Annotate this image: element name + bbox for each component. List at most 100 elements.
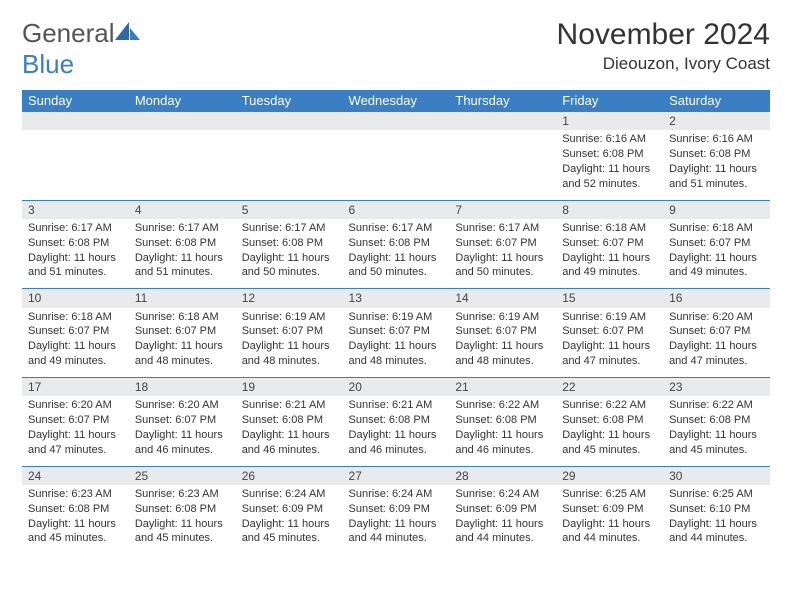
daylight-text: Daylight: 11 hours and 46 minutes. [242, 428, 337, 458]
day-info-cell: Sunrise: 6:18 AMSunset: 6:07 PMDaylight:… [663, 219, 770, 289]
day-number-cell: 20 [343, 378, 450, 397]
daylight-text: Daylight: 11 hours and 45 minutes. [28, 517, 123, 547]
day-info-cell: Sunrise: 6:16 AMSunset: 6:08 PMDaylight:… [663, 130, 770, 200]
day-number-cell: 15 [556, 289, 663, 308]
day-number-cell: 26 [236, 466, 343, 485]
daylight-text: Daylight: 11 hours and 52 minutes. [562, 162, 657, 192]
daylight-text: Daylight: 11 hours and 46 minutes. [455, 428, 550, 458]
sunrise-text: Sunrise: 6:17 AM [242, 221, 337, 236]
day-number-cell: 21 [449, 378, 556, 397]
daynum-row: 24252627282930 [22, 466, 770, 485]
day-info-cell: Sunrise: 6:19 AMSunset: 6:07 PMDaylight:… [556, 308, 663, 378]
day-info-cell: Sunrise: 6:20 AMSunset: 6:07 PMDaylight:… [663, 308, 770, 378]
daylight-text: Daylight: 11 hours and 45 minutes. [669, 428, 764, 458]
daylight-text: Daylight: 11 hours and 50 minutes. [242, 251, 337, 281]
daylight-text: Daylight: 11 hours and 49 minutes. [28, 339, 123, 369]
day-number-cell [449, 112, 556, 131]
day-number-cell: 12 [236, 289, 343, 308]
sunset-text: Sunset: 6:08 PM [135, 502, 230, 517]
day-info-cell: Sunrise: 6:20 AMSunset: 6:07 PMDaylight:… [22, 396, 129, 466]
sunset-text: Sunset: 6:08 PM [242, 236, 337, 251]
daylight-text: Daylight: 11 hours and 46 minutes. [135, 428, 230, 458]
day-info-cell: Sunrise: 6:19 AMSunset: 6:07 PMDaylight:… [236, 308, 343, 378]
day-info-cell: Sunrise: 6:24 AMSunset: 6:09 PMDaylight:… [343, 485, 450, 555]
sunset-text: Sunset: 6:07 PM [562, 236, 657, 251]
day-info-cell: Sunrise: 6:17 AMSunset: 6:08 PMDaylight:… [343, 219, 450, 289]
header: GeneralBlue November 2024 Dieouzon, Ivor… [22, 18, 770, 80]
day-number-cell: 14 [449, 289, 556, 308]
sunset-text: Sunset: 6:07 PM [455, 236, 550, 251]
day-info-cell: Sunrise: 6:17 AMSunset: 6:08 PMDaylight:… [236, 219, 343, 289]
day-number-cell: 28 [449, 466, 556, 485]
day-info-row: Sunrise: 6:16 AMSunset: 6:08 PMDaylight:… [22, 130, 770, 200]
sunset-text: Sunset: 6:10 PM [669, 502, 764, 517]
day-info-cell: Sunrise: 6:19 AMSunset: 6:07 PMDaylight:… [449, 308, 556, 378]
sunrise-text: Sunrise: 6:17 AM [349, 221, 444, 236]
daylight-text: Daylight: 11 hours and 48 minutes. [349, 339, 444, 369]
day-number-cell: 16 [663, 289, 770, 308]
dayhead-mon: Monday [129, 90, 236, 112]
logo: GeneralBlue [22, 18, 141, 80]
sunrise-text: Sunrise: 6:23 AM [135, 487, 230, 502]
day-info-row: Sunrise: 6:17 AMSunset: 6:08 PMDaylight:… [22, 219, 770, 289]
daylight-text: Daylight: 11 hours and 47 minutes. [28, 428, 123, 458]
sunrise-text: Sunrise: 6:22 AM [455, 398, 550, 413]
sunrise-text: Sunrise: 6:19 AM [562, 310, 657, 325]
daylight-text: Daylight: 11 hours and 51 minutes. [669, 162, 764, 192]
day-number-cell: 17 [22, 378, 129, 397]
sunrise-text: Sunrise: 6:17 AM [135, 221, 230, 236]
day-number-cell: 22 [556, 378, 663, 397]
day-number-cell: 25 [129, 466, 236, 485]
daylight-text: Daylight: 11 hours and 47 minutes. [669, 339, 764, 369]
day-number-cell: 18 [129, 378, 236, 397]
sunrise-text: Sunrise: 6:20 AM [135, 398, 230, 413]
day-info-cell: Sunrise: 6:22 AMSunset: 6:08 PMDaylight:… [449, 396, 556, 466]
sunset-text: Sunset: 6:07 PM [135, 324, 230, 339]
day-number-cell: 23 [663, 378, 770, 397]
daylight-text: Daylight: 11 hours and 51 minutes. [28, 251, 123, 281]
day-info-cell: Sunrise: 6:25 AMSunset: 6:09 PMDaylight:… [556, 485, 663, 555]
day-info-cell: Sunrise: 6:24 AMSunset: 6:09 PMDaylight:… [449, 485, 556, 555]
sunrise-text: Sunrise: 6:22 AM [669, 398, 764, 413]
sunrise-text: Sunrise: 6:25 AM [562, 487, 657, 502]
day-info-cell: Sunrise: 6:18 AMSunset: 6:07 PMDaylight:… [129, 308, 236, 378]
day-info-cell: Sunrise: 6:19 AMSunset: 6:07 PMDaylight:… [343, 308, 450, 378]
day-number-cell: 27 [343, 466, 450, 485]
day-info-cell: Sunrise: 6:17 AMSunset: 6:08 PMDaylight:… [129, 219, 236, 289]
daylight-text: Daylight: 11 hours and 45 minutes. [562, 428, 657, 458]
daylight-text: Daylight: 11 hours and 45 minutes. [135, 517, 230, 547]
sunset-text: Sunset: 6:07 PM [135, 413, 230, 428]
daylight-text: Daylight: 11 hours and 49 minutes. [669, 251, 764, 281]
sunset-text: Sunset: 6:09 PM [349, 502, 444, 517]
sunset-text: Sunset: 6:07 PM [28, 324, 123, 339]
day-info-cell: Sunrise: 6:25 AMSunset: 6:10 PMDaylight:… [663, 485, 770, 555]
logo-text: GeneralBlue [22, 18, 141, 80]
dayhead-wed: Wednesday [343, 90, 450, 112]
location: Dieouzon, Ivory Coast [557, 54, 770, 74]
daynum-row: 12 [22, 112, 770, 131]
day-number-cell: 13 [343, 289, 450, 308]
daylight-text: Daylight: 11 hours and 47 minutes. [562, 339, 657, 369]
sunset-text: Sunset: 6:08 PM [562, 413, 657, 428]
day-number-cell: 4 [129, 200, 236, 219]
sunrise-text: Sunrise: 6:25 AM [669, 487, 764, 502]
calendar-table: Sunday Monday Tuesday Wednesday Thursday… [22, 90, 770, 555]
day-info-cell: Sunrise: 6:23 AMSunset: 6:08 PMDaylight:… [22, 485, 129, 555]
day-info-row: Sunrise: 6:18 AMSunset: 6:07 PMDaylight:… [22, 308, 770, 378]
month-title: November 2024 [557, 18, 770, 52]
day-info-cell: Sunrise: 6:21 AMSunset: 6:08 PMDaylight:… [236, 396, 343, 466]
day-number-cell: 2 [663, 112, 770, 131]
daylight-text: Daylight: 11 hours and 49 minutes. [562, 251, 657, 281]
sunset-text: Sunset: 6:08 PM [349, 413, 444, 428]
day-info-cell [343, 130, 450, 200]
daylight-text: Daylight: 11 hours and 48 minutes. [455, 339, 550, 369]
day-header-row: Sunday Monday Tuesday Wednesday Thursday… [22, 90, 770, 112]
sunrise-text: Sunrise: 6:18 AM [135, 310, 230, 325]
sunset-text: Sunset: 6:07 PM [669, 236, 764, 251]
logo-sail-icon [115, 22, 141, 42]
sunset-text: Sunset: 6:07 PM [669, 324, 764, 339]
dayhead-fri: Friday [556, 90, 663, 112]
sunrise-text: Sunrise: 6:19 AM [455, 310, 550, 325]
day-info-cell: Sunrise: 6:20 AMSunset: 6:07 PMDaylight:… [129, 396, 236, 466]
sunrise-text: Sunrise: 6:17 AM [28, 221, 123, 236]
